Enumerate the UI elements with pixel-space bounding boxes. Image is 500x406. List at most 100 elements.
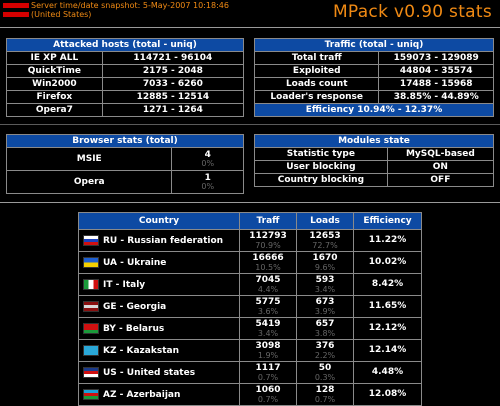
traff-pct: 4.4% bbox=[257, 284, 279, 294]
country-cell: BY - Belarus bbox=[78, 317, 240, 340]
browser-count: 1 bbox=[204, 173, 211, 183]
loads-pct: 0.7% bbox=[314, 394, 336, 404]
country-name: KZ - Kazakstan bbox=[103, 346, 179, 356]
loads-value: 673 bbox=[315, 296, 335, 307]
modules-state-title: Modules state bbox=[254, 134, 494, 148]
country-row: UA - Ukraine 16666 10.5% 1670 9.6% 10.02% bbox=[78, 251, 422, 274]
country-row: US - United states 1117 0.7% 50 0.3% 4.48% bbox=[78, 361, 422, 384]
traffic-table: Traffic (total - uniq) Total traff 159073… bbox=[253, 38, 494, 117]
browser-pct: 0% bbox=[201, 182, 215, 191]
attacked-value: 114721 - 96104 bbox=[101, 51, 245, 65]
flag-icon bbox=[83, 257, 99, 268]
traff-value: 1060 bbox=[255, 384, 281, 395]
country-row: KZ - Kazakstan 3098 1.9% 376 2.2% 12.14% bbox=[78, 339, 422, 362]
traff-value: 7045 bbox=[255, 274, 281, 285]
col-traff: Traff bbox=[239, 212, 297, 230]
browser-name: MSIE bbox=[5, 147, 173, 171]
traff-cell: 5419 3.4% bbox=[239, 317, 297, 340]
traffic-title: Traffic (total - uniq) bbox=[254, 38, 494, 52]
loads-pct: 3.4% bbox=[314, 284, 336, 294]
browser-count-cell: 4 0% bbox=[171, 147, 244, 171]
modules-value: OFF bbox=[386, 173, 495, 187]
loads-value: 12653 bbox=[309, 230, 341, 241]
col-loads: Loads bbox=[296, 212, 354, 230]
attacked-label: Opera7 bbox=[6, 103, 103, 117]
flag-icon bbox=[83, 279, 99, 290]
efficiency-cell: 4.48% bbox=[353, 361, 422, 384]
attacked-row: Opera7 1271 - 1264 bbox=[6, 103, 245, 117]
country-row: IT - Italy 7045 4.4% 593 3.4% 8.42% bbox=[78, 273, 422, 296]
traffic-label: Loader's response bbox=[253, 90, 380, 104]
traff-cell: 7045 4.4% bbox=[239, 273, 297, 296]
country-name: IT - Italy bbox=[103, 280, 146, 290]
attacked-label: Firefox bbox=[6, 90, 103, 104]
country-name: GE - Georgia bbox=[103, 302, 167, 312]
col-country: Country bbox=[78, 212, 240, 230]
loads-pct: 9.6% bbox=[314, 262, 336, 272]
flag-icon bbox=[83, 301, 99, 312]
loads-cell: 657 3.8% bbox=[296, 317, 354, 340]
efficiency-cell: 11.22% bbox=[353, 229, 422, 252]
traffic-row: Total traff 159073 - 129089 bbox=[253, 51, 494, 65]
flag-icon bbox=[83, 323, 99, 334]
server-location: (United States) bbox=[3, 10, 91, 19]
country-row: BY - Belarus 5419 3.4% 657 3.8% 12.12% bbox=[78, 317, 422, 340]
browser-count: 4 bbox=[204, 150, 211, 160]
traff-cell: 112793 70.9% bbox=[239, 229, 297, 252]
country-cell: IT - Italy bbox=[78, 273, 240, 296]
country-cell: UA - Ukraine bbox=[78, 251, 240, 274]
attacked-row: QuickTime 2175 - 2048 bbox=[6, 64, 245, 78]
loads-cell: 376 2.2% bbox=[296, 339, 354, 362]
col-efficiency: Efficiency bbox=[353, 212, 422, 230]
mid-divider bbox=[0, 124, 500, 125]
traff-value: 5419 bbox=[255, 318, 281, 329]
modules-value: MySQL-based bbox=[386, 147, 495, 161]
country-cell: AZ - Azerbaijan bbox=[78, 383, 240, 406]
traffic-value: 159073 - 129089 bbox=[378, 51, 494, 65]
country-cell: US - United states bbox=[78, 361, 240, 384]
traff-pct: 1.9% bbox=[257, 350, 279, 360]
flag-icon bbox=[83, 389, 99, 400]
attacked-value: 12885 - 12514 bbox=[101, 90, 245, 104]
loads-pct: 3.8% bbox=[314, 328, 336, 338]
traff-cell: 16666 10.5% bbox=[239, 251, 297, 274]
attacked-row: Firefox 12885 - 12514 bbox=[6, 90, 245, 104]
loads-pct: 3.9% bbox=[314, 306, 336, 316]
traffic-label: Exploited bbox=[253, 64, 380, 78]
attacked-label: IE XP ALL bbox=[6, 51, 103, 65]
modules-row: Statistic type MySQL-based bbox=[254, 147, 495, 161]
attacked-value: 7033 - 6260 bbox=[101, 77, 245, 91]
loads-cell: 673 3.9% bbox=[296, 295, 354, 318]
country-cell: GE - Georgia bbox=[78, 295, 240, 318]
efficiency-cell: 10.02% bbox=[353, 251, 422, 274]
flag-icon bbox=[83, 367, 99, 378]
browser-row: Opera 1 0% bbox=[5, 170, 244, 194]
traff-pct: 0.7% bbox=[257, 394, 279, 404]
modules-label: Statistic type bbox=[254, 147, 388, 161]
top-divider bbox=[0, 27, 500, 28]
browser-stats-table: Browser stats (total) MSIE 4 0% Opera 1 0% bbox=[5, 134, 244, 194]
traff-value: 1117 bbox=[255, 362, 281, 373]
traffic-row: Exploited 44804 - 35574 bbox=[253, 64, 494, 78]
browser-stats-title: Browser stats (total) bbox=[6, 134, 244, 148]
country-cell: KZ - Kazakstan bbox=[78, 339, 240, 362]
attacked-hosts-table: Attacked hosts (total - uniq) IE XP ALL 1… bbox=[6, 38, 245, 117]
attacked-label: QuickTime bbox=[6, 64, 103, 78]
efficiency-row: Efficiency 10.94% - 12.37% bbox=[254, 103, 494, 117]
loads-value: 50 bbox=[318, 362, 332, 373]
browser-row: MSIE 4 0% bbox=[5, 147, 244, 171]
traff-value: 5775 bbox=[255, 296, 281, 307]
loads-cell: 12653 72.7% bbox=[296, 229, 354, 252]
traff-cell: 1117 0.7% bbox=[239, 361, 297, 384]
modules-label: Country blocking bbox=[254, 173, 388, 187]
modules-label: User blocking bbox=[254, 160, 388, 174]
server-time-text: Server time/date snapshot: 5-May-2007 10… bbox=[31, 1, 229, 10]
traff-pct: 70.9% bbox=[255, 240, 281, 250]
loads-value: 1670 bbox=[312, 252, 338, 263]
traff-value: 112793 bbox=[249, 230, 287, 241]
attacked-value: 1271 - 1264 bbox=[101, 103, 245, 117]
traff-cell: 1060 0.7% bbox=[239, 383, 297, 406]
efficiency-cell: 12.08% bbox=[353, 383, 422, 406]
country-name: RU - Russian federation bbox=[103, 236, 224, 246]
loads-pct: 72.7% bbox=[312, 240, 338, 250]
